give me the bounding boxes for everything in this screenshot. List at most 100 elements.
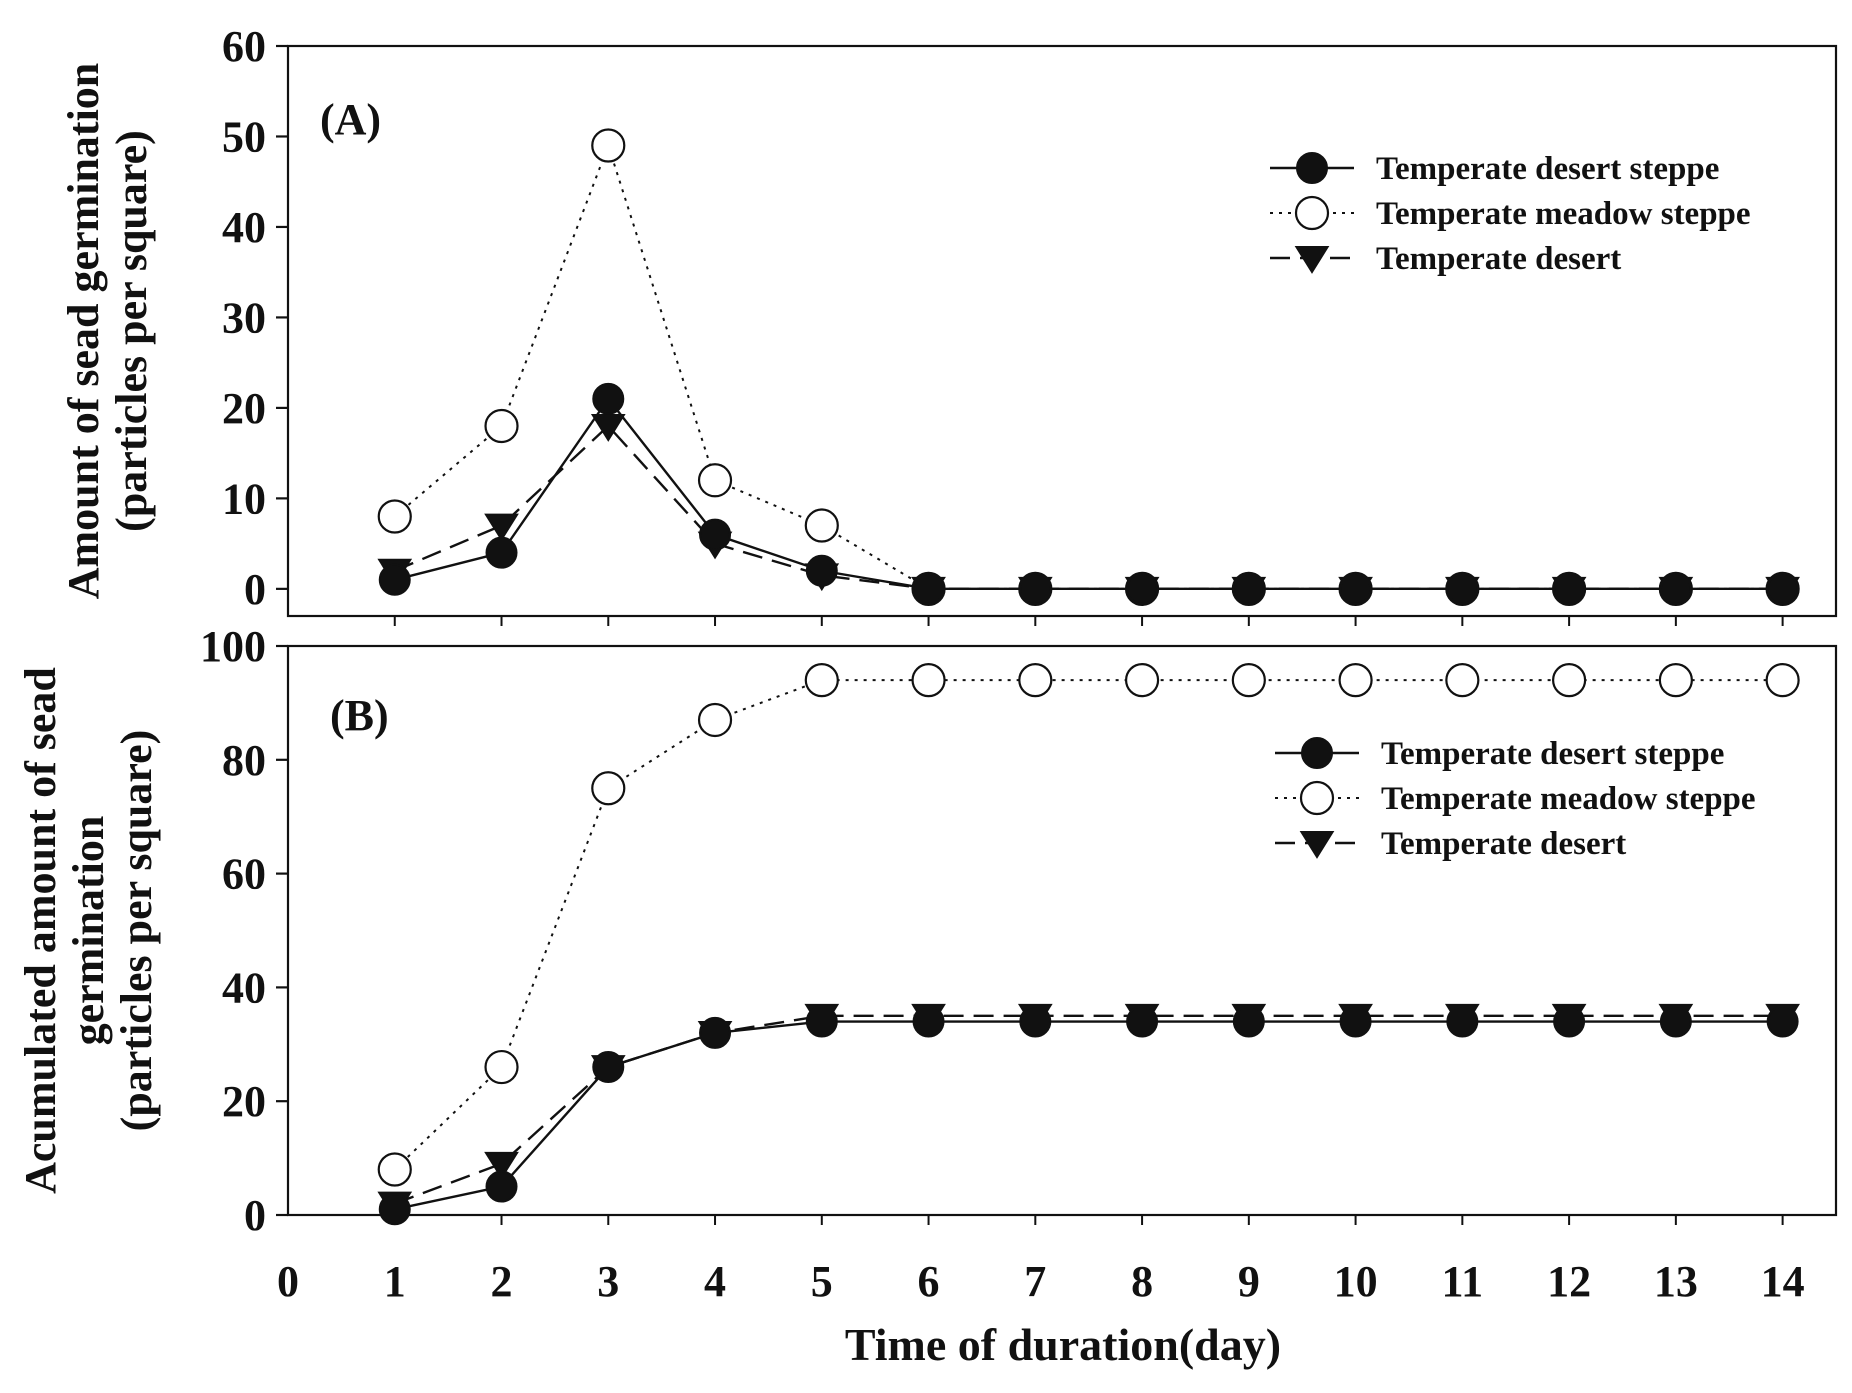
legend-label: Temperate meadow steppe (1376, 196, 1751, 232)
data-point-temperate-meadow-steppe (591, 771, 626, 806)
data-point-temperate-desert-steppe (912, 572, 945, 605)
data-point-temperate-desert-steppe (805, 1005, 838, 1038)
data-point-temperate-meadow-steppe (1231, 663, 1266, 698)
y-axis-title-line: (particles per square) (112, 730, 161, 1132)
legend-label: Temperate desert steppe (1376, 151, 1719, 187)
data-point-temperate-desert-steppe (1232, 1005, 1265, 1038)
y-tick-label: 0 (244, 565, 266, 614)
y-tick-label: 50 (222, 112, 266, 161)
x-tick-label: 4 (704, 1257, 726, 1306)
x-tick-label: 1 (384, 1257, 406, 1306)
data-point-temperate-desert-steppe (1659, 572, 1692, 605)
data-point-temperate-desert-steppe (592, 382, 625, 415)
x-tick-label: 6 (918, 1257, 940, 1306)
plot-frame (286, 644, 1838, 1217)
data-point-temperate-meadow-steppe (804, 663, 839, 698)
data-point-temperate-desert-steppe (1019, 1005, 1052, 1038)
legend-label: Temperate meadow steppe (1381, 781, 1756, 817)
data-point-temperate-desert-steppe (485, 1170, 518, 1203)
data-point-temperate-meadow-steppe (697, 463, 733, 498)
data-point-temperate-desert (484, 1151, 519, 1180)
data-point-temperate-desert-steppe (699, 518, 732, 551)
y-axis-title-line: (particles per square) (107, 130, 156, 532)
legend-marker-temperate-desert-steppe (1301, 737, 1333, 769)
legend-marker-temperate-desert (1299, 831, 1335, 859)
data-point-temperate-desert-steppe (912, 1005, 945, 1038)
data-point-temperate-meadow-steppe (1124, 663, 1160, 698)
data-point-temperate-desert-steppe (1553, 572, 1586, 605)
x-tick-label: 3 (597, 1257, 619, 1306)
data-point-temperate-meadow-steppe (591, 128, 626, 163)
data-point-temperate-desert (484, 513, 519, 542)
legend-marker-temperate-desert-steppe (1296, 152, 1328, 184)
y-axis-title-line: Acumulated amount of sead (16, 667, 65, 1194)
x-tick-label: 10 (1334, 1257, 1378, 1306)
panel-label: (A) (320, 95, 381, 144)
data-point-temperate-meadow-steppe (1338, 663, 1373, 698)
data-point-temperate-meadow-steppe (1658, 663, 1693, 698)
data-point-temperate-desert-steppe (1553, 1005, 1586, 1038)
series-line-temperate-meadow-steppe (394, 679, 1783, 1171)
data-point-temperate-meadow-steppe (484, 408, 519, 444)
y-axis-title-line: germination (64, 816, 113, 1046)
x-tick-label: 13 (1654, 1257, 1698, 1306)
data-point-temperate-desert-steppe (1339, 1005, 1372, 1038)
data-point-temperate-desert-steppe (592, 1051, 625, 1084)
y-tick-label: 0 (244, 1191, 266, 1240)
legend-label: Temperate desert (1376, 241, 1621, 277)
y-tick-label: 20 (222, 384, 266, 433)
x-tick-label: 9 (1238, 1257, 1260, 1306)
y-tick-label: 40 (222, 963, 266, 1012)
series-line-temperate-desert-steppe (394, 1020, 1783, 1211)
x-tick-label: 8 (1131, 1257, 1153, 1306)
x-axis-title: Time of duration(day) (845, 1319, 1281, 1370)
data-point-temperate-desert-steppe (1766, 572, 1799, 605)
plot-frame (286, 44, 1838, 618)
y-tick-label: 60 (222, 22, 266, 71)
legend-marker-temperate-meadow-steppe (1294, 195, 1330, 231)
data-point-temperate-desert-steppe (1446, 572, 1479, 605)
x-tick-label: 11 (1442, 1257, 1484, 1306)
y-tick-label: 20 (222, 1077, 266, 1126)
data-point-temperate-meadow-steppe (377, 1152, 412, 1187)
data-point-temperate-meadow-steppe (377, 499, 412, 534)
data-point-temperate-desert-steppe (1126, 572, 1159, 605)
x-tick-label: 14 (1761, 1257, 1805, 1306)
y-tick-label: 60 (222, 850, 266, 899)
data-point-temperate-desert-steppe (1766, 1005, 1799, 1038)
y-tick-label: 40 (222, 203, 266, 252)
data-point-temperate-meadow-steppe (1445, 663, 1480, 698)
data-point-temperate-desert-steppe (378, 1193, 411, 1226)
x-tick-label: 0 (277, 1257, 299, 1306)
legend-marker-temperate-meadow-steppe (1299, 780, 1335, 816)
legend-marker-temperate-desert (1294, 246, 1330, 274)
data-point-temperate-meadow-steppe (697, 702, 733, 738)
x-tick-label: 5 (811, 1257, 833, 1306)
data-point-temperate-desert-steppe (1659, 1005, 1692, 1038)
data-point-temperate-desert-steppe (805, 554, 838, 587)
data-point-temperate-desert-steppe (699, 1016, 732, 1049)
data-point-temperate-meadow-steppe (1018, 663, 1053, 698)
y-axis-title-line: Amount of sead germination (59, 63, 108, 600)
data-point-temperate-desert-steppe (1126, 1005, 1159, 1038)
y-tick-label: 80 (222, 736, 266, 785)
shared-x-axis: 0 1 2 3 4 5 6 7 8 9 10 11 12 13 14 (277, 1257, 1805, 1306)
legend-label: Temperate desert (1381, 826, 1626, 862)
panel-label: (B) (330, 691, 389, 740)
data-point-temperate-meadow-steppe (484, 1049, 519, 1085)
x-tick-label: 2 (491, 1257, 513, 1306)
data-point-temperate-desert-steppe (1446, 1005, 1479, 1038)
data-point-temperate-meadow-steppe (1552, 663, 1587, 698)
x-tick-label: 7 (1024, 1257, 1046, 1306)
legend-label: Temperate desert steppe (1381, 736, 1724, 772)
data-point-temperate-desert-steppe (1019, 572, 1052, 605)
data-point-temperate-meadow-steppe (1765, 663, 1800, 698)
y-tick-label: 100 (200, 622, 266, 671)
series-line-temperate-desert-steppe (394, 396, 1783, 591)
data-point-temperate-desert-steppe (1339, 572, 1372, 605)
data-point-temperate-meadow-steppe (804, 508, 839, 543)
panel-b: 0 20 40 60 80 100 Acumulated amount of sead ger… (16, 622, 1838, 1240)
data-point-temperate-desert-steppe (378, 563, 411, 596)
